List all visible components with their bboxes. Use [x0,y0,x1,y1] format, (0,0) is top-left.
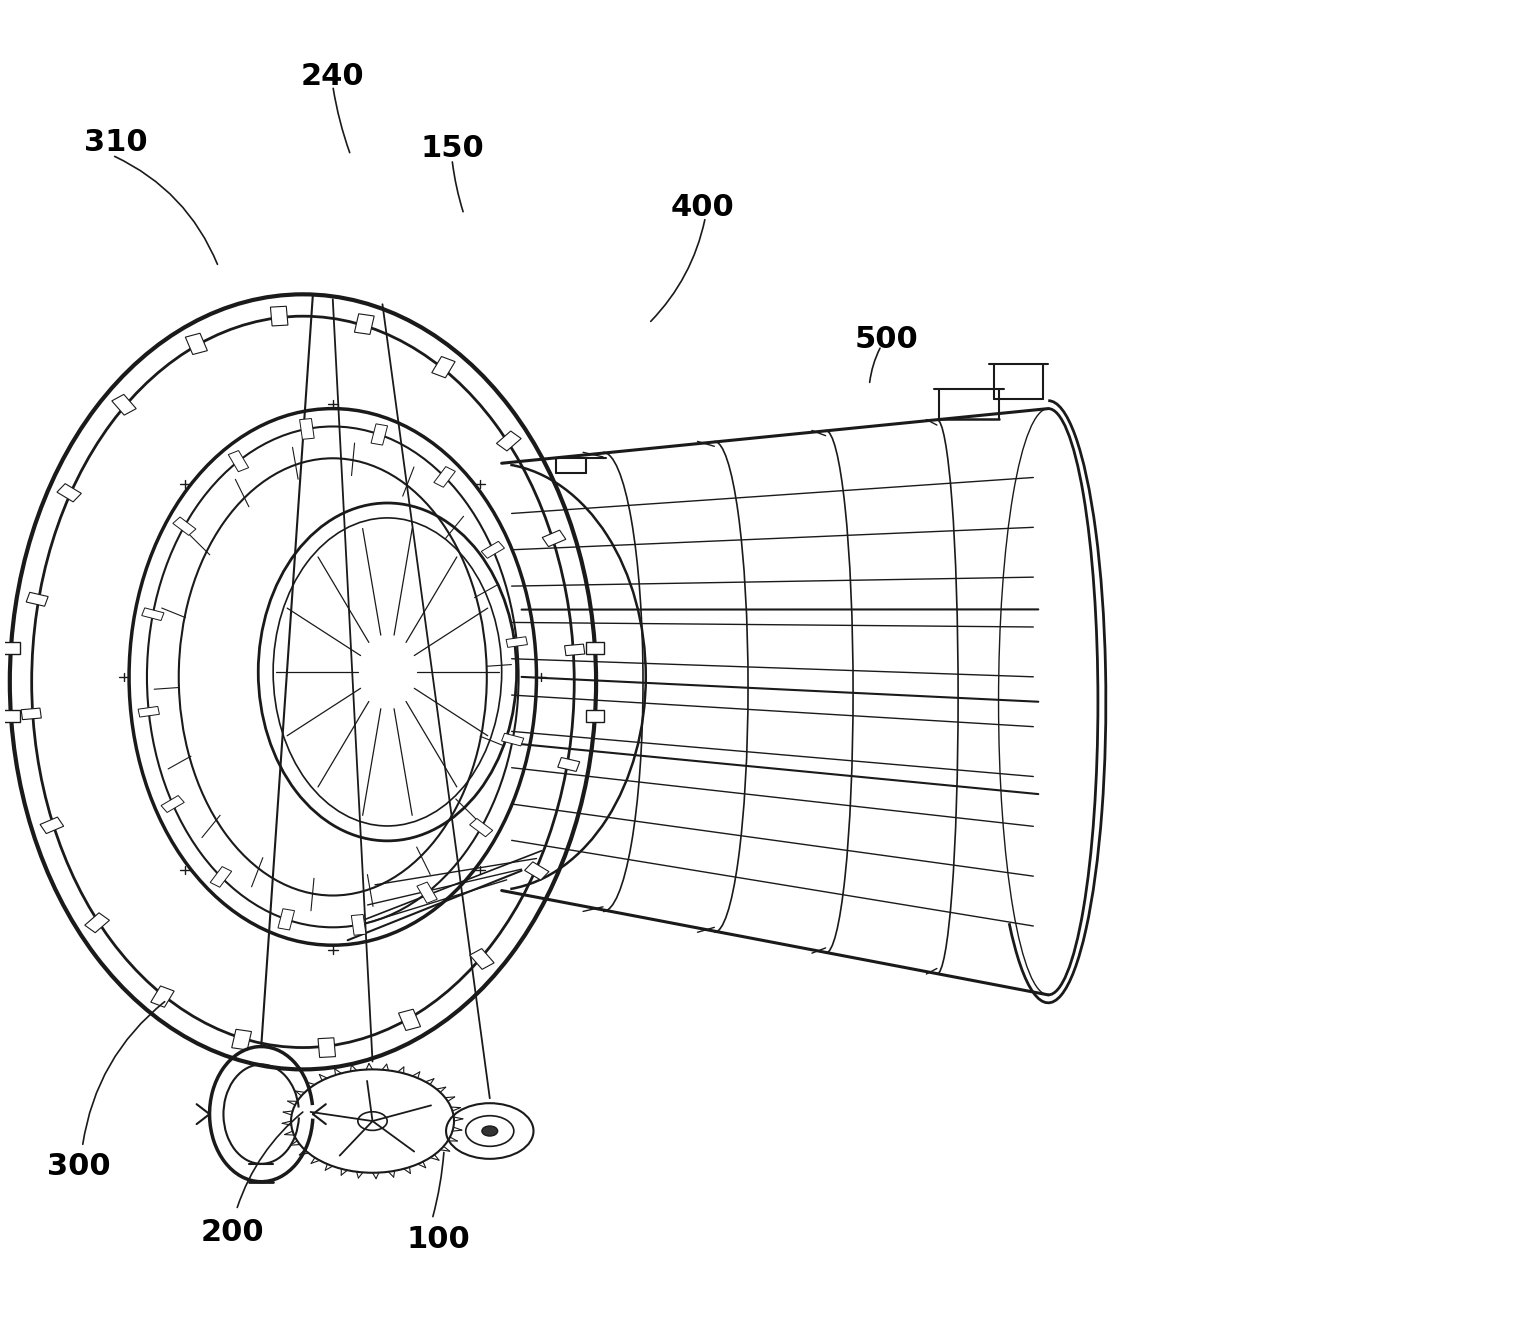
Polygon shape [319,1038,336,1058]
Polygon shape [469,949,494,969]
Polygon shape [565,644,585,656]
Text: 400: 400 [671,193,734,222]
Text: 200: 200 [200,1218,265,1247]
Polygon shape [26,592,48,607]
Polygon shape [417,882,437,903]
Polygon shape [506,637,528,648]
Polygon shape [502,734,523,746]
Polygon shape [482,541,505,558]
Polygon shape [557,758,580,772]
Bar [2,710,20,722]
Polygon shape [40,817,63,834]
Polygon shape [185,333,208,354]
Polygon shape [469,818,492,837]
Bar [586,642,603,654]
Text: 300: 300 [46,1153,111,1182]
Polygon shape [139,706,160,717]
Bar [2,642,20,654]
Polygon shape [232,1030,251,1050]
Polygon shape [151,986,174,1007]
Ellipse shape [482,1126,497,1136]
Text: 500: 500 [854,325,919,354]
Polygon shape [399,1009,420,1030]
Polygon shape [432,357,456,378]
Polygon shape [22,709,42,719]
Polygon shape [162,796,185,813]
Polygon shape [271,307,288,327]
Polygon shape [172,517,195,535]
Polygon shape [142,608,165,620]
Polygon shape [542,530,566,547]
Polygon shape [300,419,314,439]
Polygon shape [497,431,522,451]
Polygon shape [57,484,82,502]
Polygon shape [228,451,249,472]
Polygon shape [371,424,388,446]
Polygon shape [354,313,374,334]
Text: 100: 100 [406,1224,469,1253]
Polygon shape [211,866,232,887]
Text: 310: 310 [85,128,148,156]
Text: 150: 150 [420,134,483,163]
Polygon shape [85,912,109,933]
Bar [586,710,603,722]
Polygon shape [351,915,366,935]
Polygon shape [112,394,135,415]
Polygon shape [434,467,456,488]
Polygon shape [525,862,549,880]
Polygon shape [279,908,294,929]
Text: 240: 240 [302,62,365,91]
